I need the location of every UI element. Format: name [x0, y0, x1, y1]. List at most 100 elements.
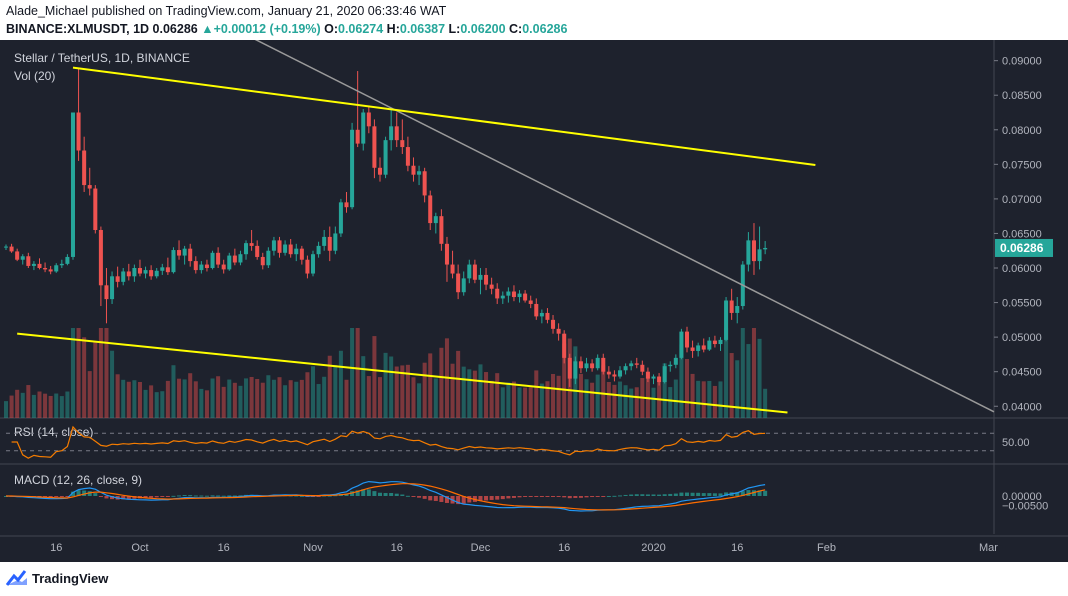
- macd-histogram-bar: [539, 496, 544, 497]
- macd-histogram-bar: [422, 496, 427, 499]
- volume-bar: [456, 350, 461, 418]
- volume-bar: [149, 385, 154, 418]
- macd-histogram-bar: [417, 496, 422, 498]
- macd-histogram-bar: [718, 493, 723, 496]
- candle-body: [584, 363, 589, 369]
- footer: TradingView: [0, 562, 1068, 596]
- volume-bar: [372, 336, 377, 418]
- macd-histogram-bar: [690, 492, 695, 496]
- volume-bar: [132, 380, 137, 418]
- candle-body: [266, 250, 271, 266]
- volume-bar: [618, 381, 623, 418]
- chart-area[interactable]: 0.09000 0.08500 0.08000 0.07500 0.07000 0.065…: [0, 40, 1068, 562]
- macd-histogram-bar: [160, 496, 165, 497]
- candle-body: [433, 216, 438, 224]
- volume-bar: [238, 385, 243, 418]
- volume-bar: [417, 383, 422, 418]
- macd-histogram-bar: [511, 496, 516, 498]
- candle-body: [143, 270, 148, 274]
- volume-bar: [216, 376, 221, 418]
- candle-body: [595, 357, 600, 369]
- price-tick-label: 0.09000: [1002, 56, 1042, 68]
- macd-histogram-bar: [724, 492, 729, 496]
- candle-body: [204, 264, 209, 269]
- volume-bar: [82, 337, 87, 418]
- volume-bar: [70, 328, 75, 418]
- volume-bar: [355, 328, 360, 418]
- volume-bar: [595, 374, 600, 418]
- macd-histogram-bar: [740, 491, 745, 496]
- chart-svg[interactable]: 0.09000 0.08500 0.08000 0.07500 0.07000 0.065…: [0, 40, 1068, 562]
- candle-body: [221, 264, 226, 270]
- candle-body: [283, 244, 288, 253]
- macd-histogram-bar: [372, 491, 377, 496]
- signal-line: [6, 483, 766, 511]
- macd-histogram-bar: [657, 494, 662, 496]
- macd-histogram-bar: [545, 496, 550, 497]
- volume-bar: [126, 381, 131, 418]
- candle-body: [573, 361, 578, 379]
- candle-body: [411, 165, 416, 175]
- volume-bar: [333, 365, 338, 418]
- candle-body: [216, 252, 221, 265]
- candle-body: [506, 291, 511, 296]
- volume-bar: [322, 376, 327, 418]
- candle-body: [171, 250, 176, 273]
- time-tick-label: 16: [731, 542, 743, 554]
- candle-body: [3, 246, 9, 248]
- rsi-line: [11, 425, 766, 459]
- candle-body: [322, 236, 327, 246]
- candle-body: [238, 254, 243, 263]
- macd-histogram-bar: [428, 496, 433, 501]
- volume-bar: [763, 388, 768, 418]
- volume-bar: [735, 360, 740, 418]
- candle-body: [763, 247, 768, 250]
- candle-body: [511, 291, 516, 298]
- candle-body: [244, 243, 249, 255]
- macd-histogram-bar: [523, 496, 528, 497]
- macd-histogram-bar: [612, 495, 617, 497]
- candle-body: [76, 112, 81, 151]
- volume-bar: [662, 363, 667, 418]
- high-label: H:: [386, 22, 400, 36]
- candle-body: [417, 171, 422, 175]
- volume-bar: [590, 382, 595, 418]
- candle-body: [87, 185, 92, 189]
- volume-bar: [137, 382, 142, 418]
- candle-body: [355, 129, 360, 144]
- candle-body: [121, 271, 126, 282]
- volume-bar: [478, 364, 483, 418]
- candle-body: [350, 129, 355, 208]
- volume-bar: [612, 384, 617, 418]
- volume-bar: [199, 388, 204, 418]
- price-tick-label: 0.05000: [1002, 332, 1042, 344]
- macd-histogram-bar: [76, 490, 81, 496]
- candle-body: [562, 333, 567, 358]
- candle-body: [333, 233, 338, 251]
- candle-body: [294, 248, 299, 255]
- brand-text[interactable]: TradingView: [32, 571, 109, 586]
- volume-bar: [405, 364, 410, 418]
- volume-bar: [411, 377, 416, 418]
- macd-tick-label: −0.00500: [1002, 501, 1048, 513]
- macd-histogram-bar: [193, 495, 198, 497]
- macd-histogram-bar: [573, 496, 578, 498]
- candle-body: [578, 361, 583, 369]
- time-tick-label: Mar: [979, 542, 998, 554]
- price-tick-label: 0.05500: [1002, 298, 1042, 310]
- macd-histogram-bar: [668, 493, 673, 496]
- macd-histogram-bar: [327, 495, 332, 497]
- candle-body: [389, 126, 394, 141]
- volume-bar: [718, 381, 723, 418]
- candle-body: [299, 248, 304, 260]
- volume-bar: [690, 373, 695, 418]
- close-label: C:: [509, 22, 523, 36]
- macd-histogram-bar: [377, 492, 382, 496]
- time-tick-label: 16: [558, 542, 570, 554]
- candle-body: [618, 370, 623, 377]
- candle-body: [210, 252, 215, 269]
- volume-bar: [143, 389, 148, 418]
- candle-body: [70, 112, 75, 257]
- volume-bar: [171, 365, 176, 418]
- volume-bar: [48, 395, 53, 418]
